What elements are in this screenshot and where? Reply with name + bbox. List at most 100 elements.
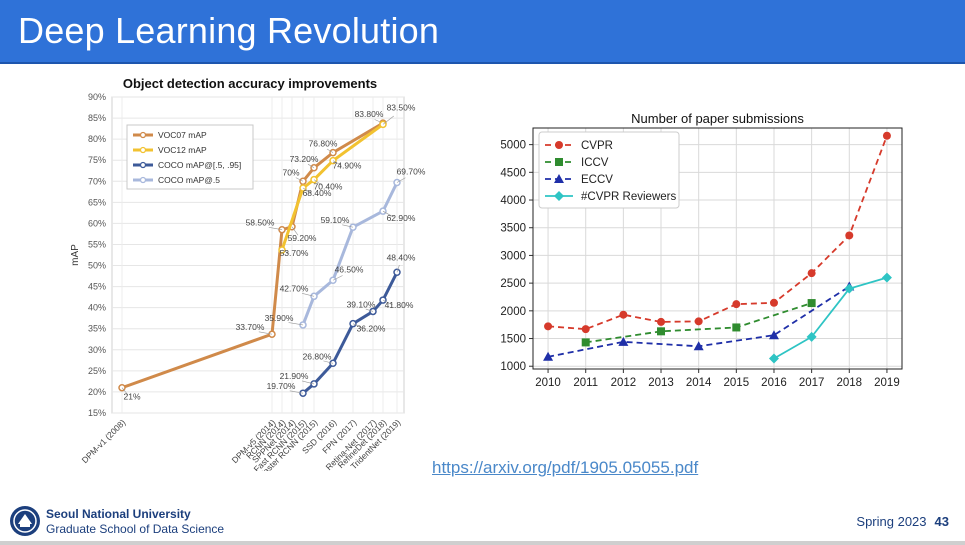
- chart1-data-label: 58.50%: [246, 218, 275, 228]
- chart1-label-leader: [301, 292, 315, 297]
- chart1-label-leader: [382, 115, 394, 125]
- chart2-data-point: [732, 323, 741, 332]
- chart2-y-tick-label: 3000: [500, 250, 526, 262]
- chart2-data-point: [807, 299, 816, 308]
- chart1-y-tick-label: 30%: [88, 345, 106, 355]
- chart2-x-tick-label: 2014: [686, 377, 712, 389]
- chart2-x-tick-label: 2017: [799, 377, 825, 389]
- chart2-data-point: [807, 269, 816, 278]
- chart2-y-tick-label: 4000: [500, 195, 526, 207]
- school-name: Graduate School of Data Science: [46, 522, 225, 536]
- chart1-legend-label: VOC07 mAP: [158, 130, 207, 140]
- chart1-data-label: 83.50%: [387, 102, 416, 112]
- chart1-y-tick-label: 75%: [88, 155, 106, 165]
- chart1-data-label: 48.40%: [387, 252, 416, 262]
- chart2-legend-marker: [554, 174, 564, 183]
- chart1-label-leader: [313, 179, 323, 186]
- chart1-data-label: 36.20%: [357, 324, 386, 334]
- chart2-x-tick-label: 2013: [648, 377, 674, 389]
- chart1-data-label: 42.70%: [280, 283, 309, 293]
- chart1-data-point: [299, 184, 307, 192]
- chart1-label-leader: [396, 177, 406, 183]
- chart1-data-point: [369, 307, 377, 316]
- chart1-y-tick-label: 20%: [88, 387, 106, 397]
- slide-title: Deep Learning Revolution: [18, 10, 440, 51]
- chart2-data-point: [657, 327, 666, 336]
- chart2-data-point: [693, 341, 704, 351]
- page-number: 43: [934, 514, 949, 529]
- chart1-data-label: 76.80%: [309, 139, 338, 149]
- chart2-data-point: [618, 336, 629, 346]
- chart2-data-point: [768, 353, 779, 364]
- chart1-y-tick-label: 60%: [88, 218, 106, 228]
- object-detection-chart: Object detection accuracy improvements 15…: [70, 76, 426, 471]
- chart1-y-tick-label: 15%: [88, 408, 106, 418]
- chart1-y-tick-label: 70%: [88, 176, 106, 186]
- chart1-label-leader: [365, 308, 374, 312]
- chart1-data-label: 53.70%: [280, 248, 309, 258]
- chart1-y-tick-label: 25%: [88, 366, 106, 376]
- chart1-label-leader: [288, 322, 304, 326]
- chart1-data-label: 26.80%: [303, 351, 332, 361]
- chart2-y-tick-label: 1000: [500, 361, 526, 373]
- chart2-data-point: [544, 322, 553, 331]
- chart1-label-leader: [289, 390, 304, 394]
- chart1-legend-marker: [139, 176, 147, 184]
- chart2-legend-label: CVPR: [581, 140, 613, 152]
- university-name: Seoul National University: [46, 507, 191, 521]
- footer-info: Spring 2023 43: [856, 514, 949, 529]
- chart2-plot-frame: [532, 127, 903, 370]
- chart2-y-tick-label: 2000: [500, 306, 526, 318]
- chart1-data-label: 21.90%: [280, 371, 309, 381]
- chart1-label-leader: [268, 227, 283, 231]
- chart1-y-tick-label: 55%: [88, 239, 106, 249]
- chart2-series-line: [585, 302, 812, 344]
- chart2-y-tick-label: 1500: [500, 334, 526, 346]
- chart1-label-leader: [342, 224, 354, 228]
- chart1-data-label: 33.70%: [236, 322, 265, 332]
- chart1-y-tick-label: 85%: [88, 113, 106, 123]
- chart1-legend-marker: [139, 161, 147, 169]
- chart1-data-label: 59.10%: [321, 215, 350, 225]
- chart1-data-point: [310, 175, 318, 184]
- chart2-y-tick-label: 3500: [500, 223, 526, 235]
- chart1-label-leader: [326, 148, 334, 153]
- chart1-label-leader: [302, 187, 312, 194]
- chart2-x-tick-label: 2018: [836, 377, 862, 389]
- chart2-legend-label: #CVPR Reviewers: [581, 191, 676, 203]
- chart2-data-point: [619, 310, 628, 319]
- chart1-legend-label: VOC12 mAP: [158, 145, 207, 155]
- title-bar: Deep Learning Revolution: [0, 0, 965, 62]
- chart2-data-point: [657, 317, 666, 326]
- chart1-label-leader: [323, 360, 334, 364]
- chart1-y-tick-label: 90%: [88, 92, 106, 102]
- chart2-data-point: [768, 330, 779, 340]
- chart2-data-point: [845, 231, 854, 240]
- chart1-series-line: [301, 181, 399, 326]
- chart1-data-label: 41.80%: [385, 300, 414, 310]
- chart2-y-tick-label: 5000: [500, 140, 526, 152]
- chart2-data-point: [844, 283, 855, 294]
- title-divider: [0, 62, 965, 64]
- chart2-data-point: [543, 351, 554, 361]
- arxiv-link[interactable]: https://arxiv.org/pdf/1905.05055.pdf: [432, 458, 699, 477]
- chart2-data-point: [806, 331, 817, 342]
- chart1-label-leader: [307, 163, 315, 169]
- chart2-data-point: [882, 131, 891, 140]
- chart2-legend-label: ECCV: [581, 174, 613, 186]
- chart1-y-tick-label: 45%: [88, 282, 106, 292]
- chart1-label-leader: [382, 210, 394, 218]
- chart2-x-tick-label: 2011: [573, 377, 598, 389]
- chart1-y-tick-label: 80%: [88, 134, 106, 144]
- chart1-data-label: 21%: [123, 392, 140, 402]
- chart2-legend-marker: [554, 191, 564, 201]
- chart1-legend-marker: [139, 131, 147, 139]
- chart2-y-tick-label: 2500: [500, 278, 526, 290]
- chart2-data-point: [769, 298, 778, 307]
- chart1-x-tick-label: DPM-v1 (2008): [80, 417, 128, 465]
- chart1-y-tick-label: 50%: [88, 261, 106, 271]
- bottom-border: [0, 541, 965, 545]
- chart1-label-leader: [382, 299, 393, 306]
- chart1-data-label: 74.90%: [333, 161, 362, 171]
- chart1-data-label: 59.20%: [288, 233, 317, 243]
